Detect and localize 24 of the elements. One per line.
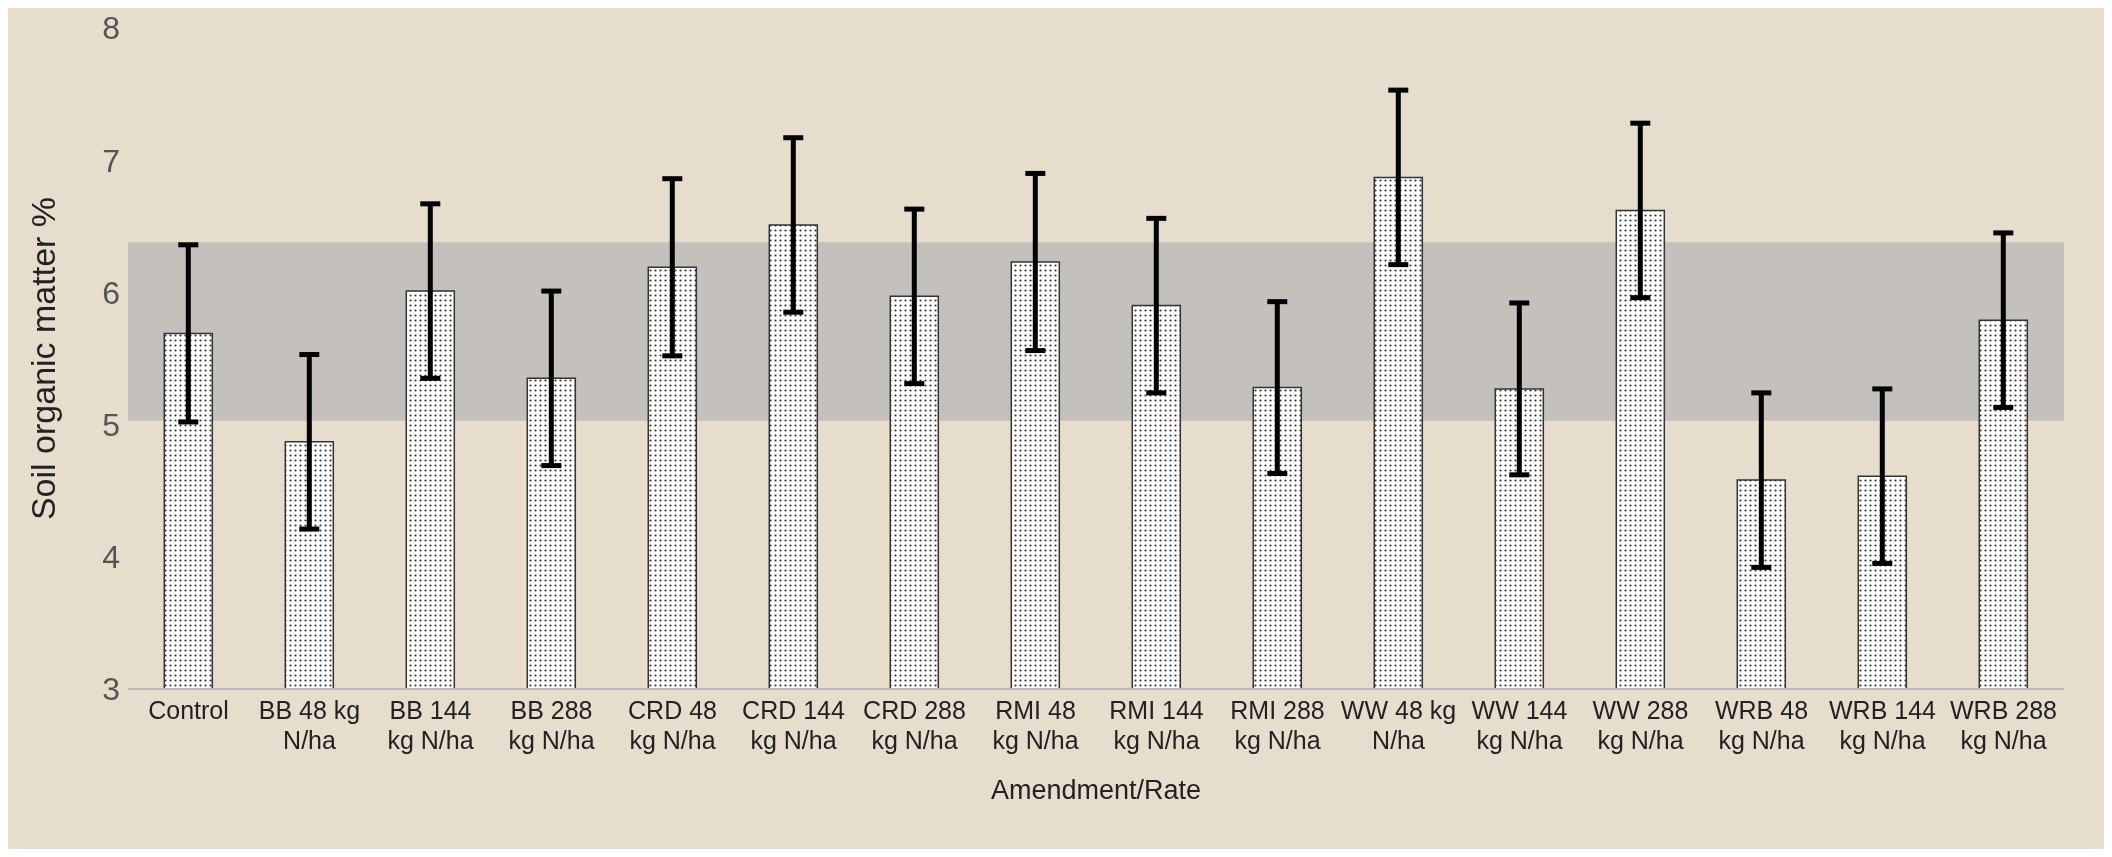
y-tick-label: 6 — [102, 274, 120, 311]
x-tick-label: CRD 288 kg N/ha — [863, 696, 966, 754]
x-tick-label: BB 48 kg N/ha — [258, 696, 361, 754]
x-tick-label: WW 48 kg N/ha — [1340, 696, 1457, 754]
x-tick-label: WW 144 kg N/ha — [1471, 696, 1568, 754]
x-tick-label: WRB 48 kg N/ha — [1714, 696, 1809, 754]
x-tick-label: CRD 144 kg N/ha — [742, 696, 845, 754]
y-tick-label: 5 — [102, 406, 120, 443]
x-tick-label: BB 288 kg N/ha — [508, 696, 595, 754]
y-tick-label: 3 — [102, 671, 120, 708]
y-axis-title: Soil organic matter % — [24, 196, 63, 521]
x-tick-label: BB 144 kg N/ha — [387, 696, 474, 754]
x-tick-label: RMI 144 kg N/ha — [1109, 696, 1204, 754]
x-tick-label: WW 288 kg N/ha — [1592, 696, 1689, 754]
x-tick-label: RMI 288 kg N/ha — [1230, 696, 1325, 754]
x-tick-label: CRD 48 kg N/ha — [628, 696, 717, 754]
y-tick-label: 4 — [102, 539, 120, 576]
x-tick-label: WRB 144 kg N/ha — [1829, 696, 1937, 754]
x-tick-label: Control — [148, 696, 229, 724]
x-axis-title: Amendment/Rate — [990, 775, 1202, 805]
y-tick-label: 8 — [102, 10, 120, 47]
x-tick-label: WRB 288 kg N/ha — [1950, 696, 2057, 754]
y-tick-label: 7 — [102, 142, 120, 179]
x-tick-label: RMI 48 kg N/ha — [992, 696, 1079, 754]
